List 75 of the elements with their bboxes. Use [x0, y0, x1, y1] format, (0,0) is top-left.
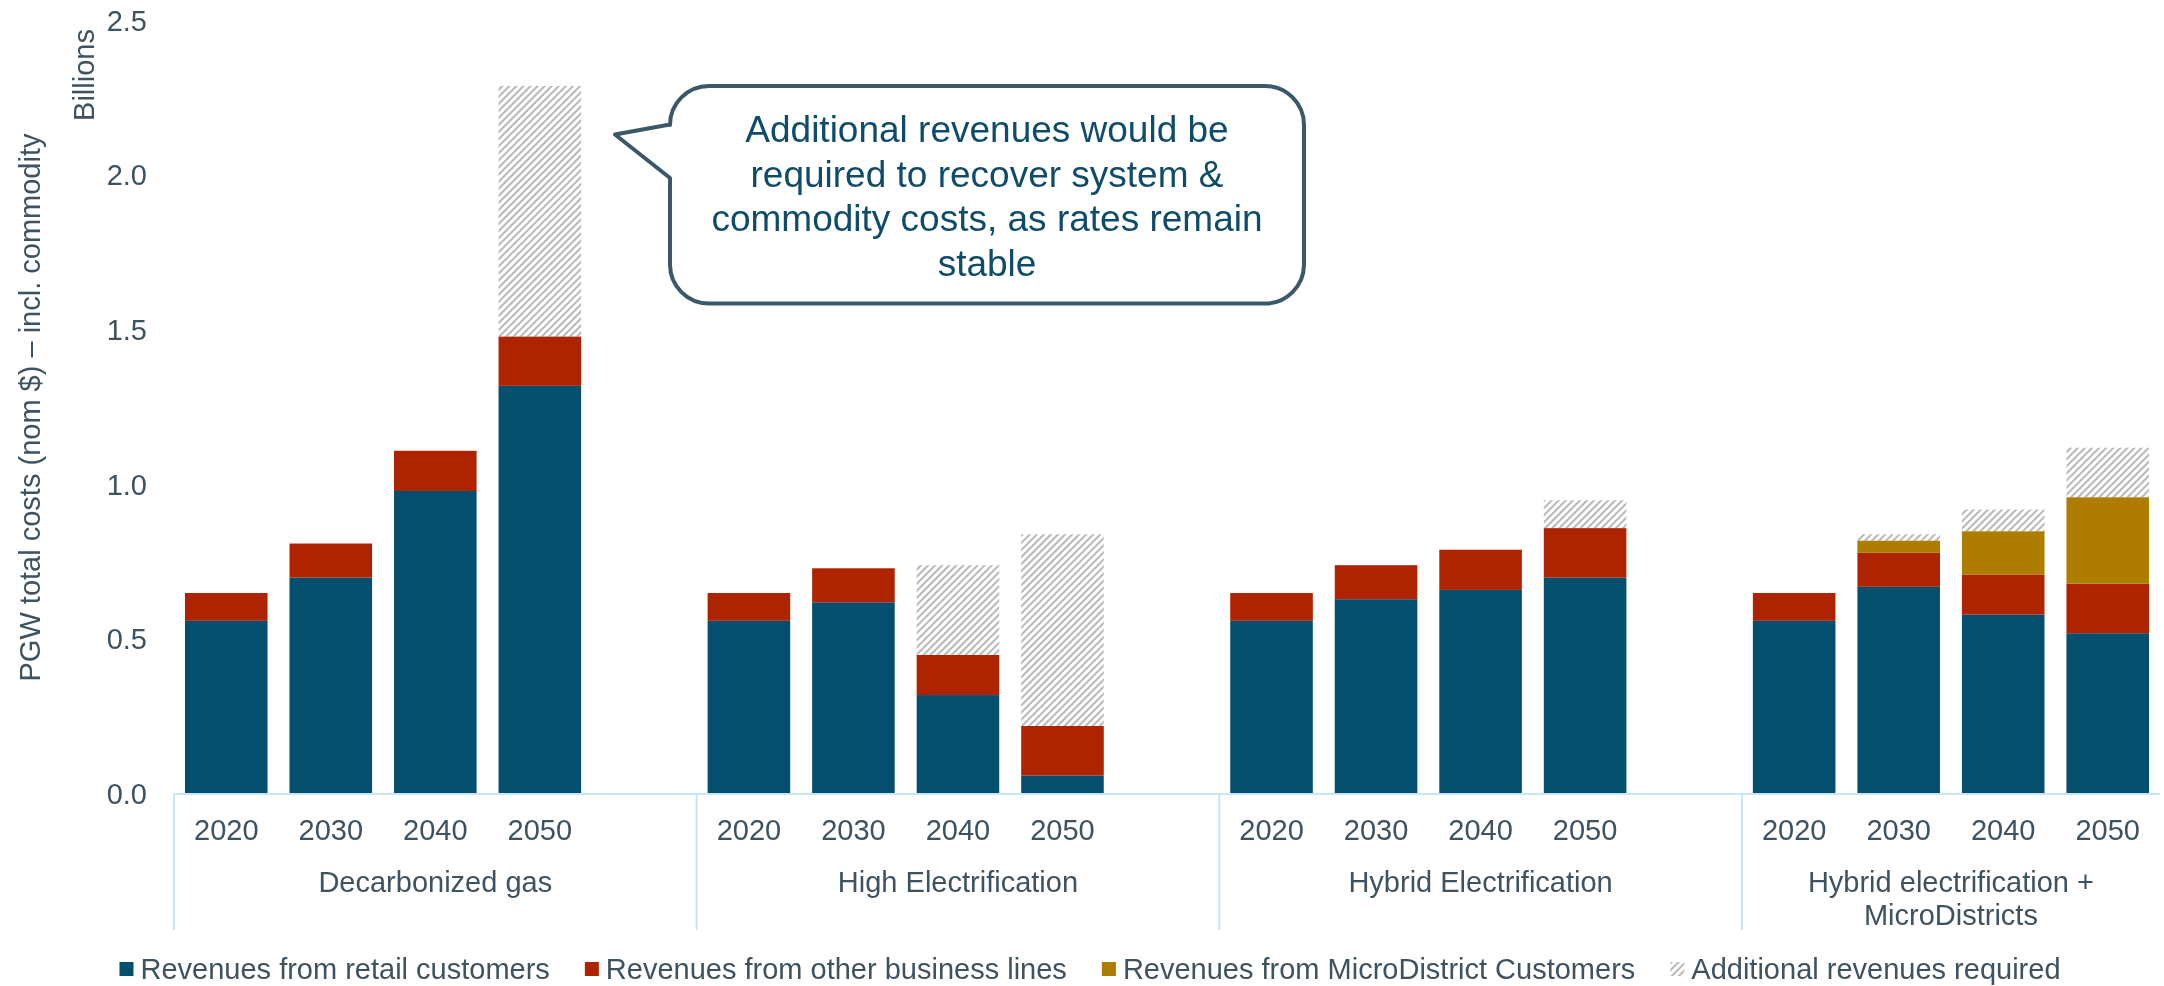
- x-tick-label: 2040: [1448, 813, 1513, 846]
- bar: [1857, 552, 1940, 587]
- bar: [1857, 586, 1940, 794]
- bar: [289, 577, 373, 794]
- bar: [812, 568, 895, 603]
- text: Billions: [68, 29, 100, 121]
- bar: [184, 620, 268, 794]
- bar: [916, 565, 1000, 655]
- bar: [1543, 528, 1627, 578]
- bar: [394, 450, 477, 491]
- bar: [1961, 574, 2045, 615]
- bar: [1439, 589, 1522, 794]
- x-tick-label: 2040: [403, 813, 468, 846]
- bar: [1021, 775, 1104, 794]
- bar: [916, 695, 1000, 794]
- bar: [812, 602, 895, 794]
- x-tick-label: 2050: [1030, 813, 1095, 846]
- x-tick-label: 2050: [2075, 813, 2140, 846]
- bar: [289, 543, 373, 578]
- y-tick-label: 2.5: [106, 4, 147, 37]
- x-tick-label: 2030: [1343, 813, 1409, 846]
- bar: [1021, 534, 1104, 726]
- bar: [707, 620, 791, 794]
- x-tick-label: 2050: [1552, 813, 1618, 846]
- bar: [1752, 593, 1836, 621]
- legend-label: Revenues from other business lines: [605, 953, 1067, 985]
- x-tick-label: 2040: [1970, 813, 2036, 846]
- x-tick-label: 2020: [716, 813, 782, 846]
- bar: [707, 593, 791, 621]
- text: Hybrid electrification + MicroDistricts: [1807, 866, 2094, 931]
- bar: [498, 336, 582, 386]
- bar: [1439, 549, 1522, 590]
- bar: [498, 85, 582, 337]
- bar: [1752, 620, 1836, 794]
- legend-label: Additional revenues required: [1691, 953, 2061, 985]
- bar: [2066, 633, 2150, 794]
- bar: [1230, 593, 1313, 621]
- bar: [1857, 540, 1940, 553]
- x-tick-label: 2020: [194, 813, 259, 846]
- bar: [394, 490, 477, 794]
- annotation: Additional revenues would be required to recover system & commodity costs, as rates remain stable: [711, 109, 1263, 284]
- y-tick-label: 0.0: [106, 777, 147, 810]
- bar: [1334, 599, 1418, 794]
- y-axis-title: PGW total costs (nom $) – incl. commodity: [14, 133, 46, 682]
- legend-label: Revenues from retail customers: [140, 953, 550, 985]
- bar: [2066, 497, 2150, 584]
- x-tick-label: 2030: [298, 813, 364, 846]
- bar: [1961, 614, 2045, 794]
- bar: [1334, 565, 1418, 600]
- y-tick-label: 1.5: [106, 313, 147, 346]
- bar: [1961, 509, 2045, 532]
- x-tick-label: 2040: [925, 813, 991, 846]
- x-tick-label: 2020: [1761, 813, 1827, 846]
- x-tick-label: 2030: [1866, 813, 1931, 846]
- bar: [1961, 531, 2045, 575]
- x-tick-label: 2050: [507, 813, 573, 846]
- bar: [1021, 725, 1104, 776]
- y-tick-label: 1.0: [106, 468, 147, 501]
- bar: [1230, 620, 1313, 794]
- x-tick-label: 2020: [1239, 813, 1304, 846]
- bar: [1543, 500, 1627, 529]
- bar: [498, 385, 582, 794]
- bar: [916, 654, 1000, 696]
- x-tick-label: 2030: [821, 813, 886, 846]
- bar: [1857, 534, 1940, 541]
- y-tick-label: 2.0: [106, 159, 147, 192]
- bar: [2066, 583, 2150, 634]
- bar: [1543, 577, 1627, 794]
- y-tick-label: 0.5: [106, 623, 147, 656]
- bar: [2066, 447, 2150, 498]
- bar: [184, 593, 268, 621]
- text: High Electrification: [837, 866, 1079, 898]
- text: Hybrid Electrification: [1348, 866, 1613, 898]
- legend-label: Revenues from MicroDistrict Customers: [1122, 953, 1636, 985]
- text: Decarbonized gas: [318, 866, 553, 898]
